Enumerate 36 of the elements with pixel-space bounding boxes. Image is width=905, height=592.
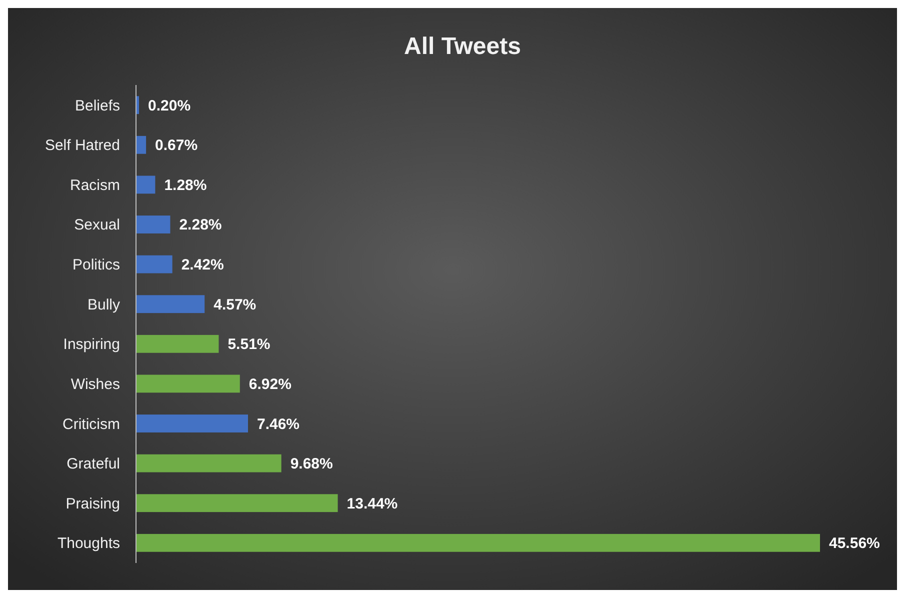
data-label: 1.28% bbox=[164, 176, 207, 194]
bar bbox=[136, 494, 338, 512]
y-tick-label: Thoughts bbox=[57, 535, 120, 552]
bar bbox=[136, 454, 282, 472]
bar bbox=[136, 216, 170, 234]
y-tick-label: Self Hatred bbox=[44, 137, 120, 154]
data-label: 0.20% bbox=[148, 97, 191, 114]
y-tick-label: Grateful bbox=[66, 456, 120, 473]
y-tick-label: Beliefs bbox=[74, 97, 120, 114]
y-tick-label: Sexual bbox=[74, 216, 120, 234]
y-tick-label: Wishes bbox=[70, 376, 120, 393]
y-tick-label: Racism bbox=[70, 176, 120, 194]
bar bbox=[136, 295, 205, 314]
chart-title: All Tweets bbox=[404, 33, 521, 60]
bar bbox=[136, 374, 240, 393]
data-label: 7.46% bbox=[257, 416, 300, 433]
data-label: 2.42% bbox=[181, 256, 224, 274]
y-tick-label: Inspiring bbox=[63, 336, 120, 354]
bar bbox=[136, 414, 248, 432]
y-tick-label: Criticism bbox=[62, 416, 120, 433]
data-label: 9.68% bbox=[290, 456, 333, 473]
data-label: 4.57% bbox=[214, 296, 256, 314]
bar bbox=[136, 136, 146, 154]
bar bbox=[136, 334, 219, 353]
y-tick-label: Bully bbox=[87, 296, 120, 314]
data-label: 6.92% bbox=[248, 376, 292, 393]
bar bbox=[136, 255, 172, 274]
y-tick-label: Politics bbox=[72, 256, 120, 274]
bar bbox=[136, 534, 820, 552]
data-label: 2.28% bbox=[179, 216, 222, 234]
data-label: 5.51% bbox=[228, 336, 270, 354]
data-label: 0.67% bbox=[155, 137, 198, 154]
bar bbox=[136, 176, 156, 194]
data-label: 45.56% bbox=[829, 535, 880, 552]
data-label: 13.44% bbox=[346, 495, 398, 512]
y-tick-label: Praising bbox=[66, 495, 120, 512]
